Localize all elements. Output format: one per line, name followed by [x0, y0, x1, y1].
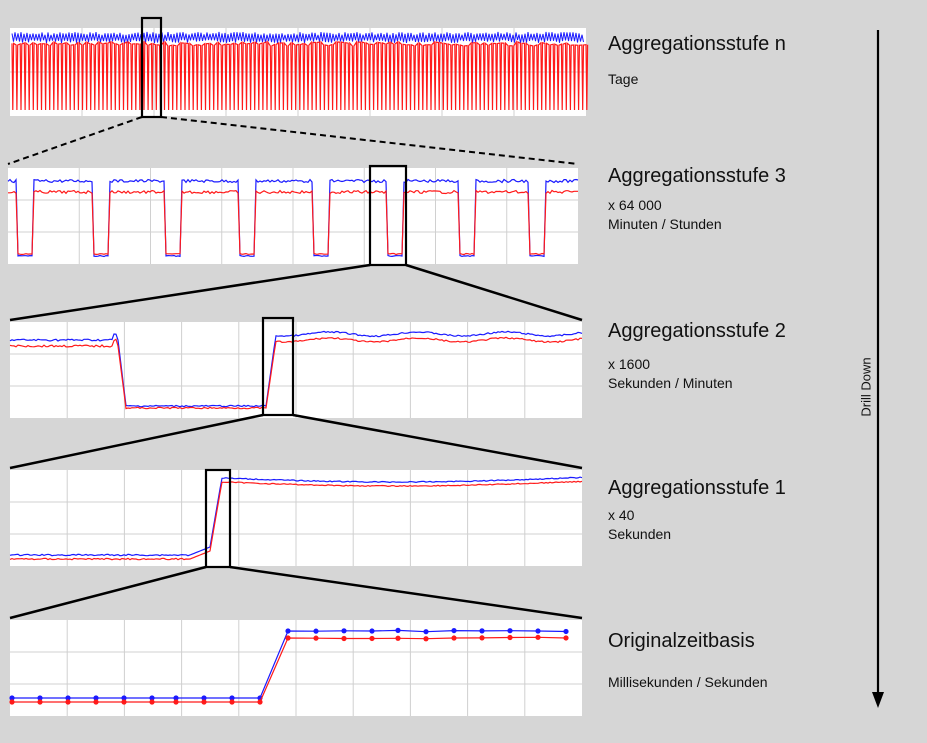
data-point [341, 635, 347, 642]
data-point [121, 699, 127, 705]
data-point [535, 634, 541, 640]
zoom-frame-3 [368, 164, 408, 267]
data-point [369, 635, 375, 642]
data-point [285, 635, 291, 641]
data-point [121, 695, 127, 701]
data-point [65, 699, 71, 705]
level-2-title: Aggregationsstufe 2 [608, 320, 786, 342]
level-n-unit: Tage [608, 71, 639, 87]
zoom-connector-right [229, 565, 583, 620]
data-point [451, 627, 457, 634]
data-point [201, 695, 207, 701]
data-point [563, 635, 569, 641]
data-point [563, 628, 569, 635]
data-point [423, 629, 429, 635]
chart-level-3 [7, 168, 579, 264]
data-point [93, 695, 99, 701]
zoom-connector-right [292, 413, 583, 470]
data-point [93, 699, 99, 705]
data-point [9, 695, 15, 701]
chart-level-n [10, 28, 589, 116]
chart-original [9, 620, 582, 716]
data-point [173, 695, 179, 701]
series-blue [9, 330, 583, 408]
series-blue [7, 178, 579, 258]
series-red [8, 189, 578, 256]
data-point [257, 699, 263, 705]
data-point [149, 699, 155, 705]
data-point [341, 628, 347, 634]
zoom-frame-n [140, 16, 163, 119]
zoom-connector-left [7, 116, 143, 165]
data-point [149, 695, 155, 701]
series-blue [11, 31, 584, 44]
series-red [11, 39, 589, 111]
level-1-title: Aggregationsstufe 1 [608, 477, 786, 499]
chart-level-1 [9, 470, 583, 566]
data-point [395, 627, 401, 633]
data-point [369, 628, 375, 634]
data-point [9, 699, 15, 705]
level-n-title: Aggregationsstufe n [608, 33, 786, 55]
data-point [229, 695, 235, 701]
data-point [423, 636, 429, 642]
drill-down-label: Drill Down [858, 357, 874, 417]
data-point [229, 699, 235, 705]
data-point [173, 699, 179, 705]
level-2-factor: x 1600 [608, 356, 651, 372]
level-3-title: Aggregationsstufe 3 [608, 165, 786, 187]
level-1-factor: x 40 [608, 507, 635, 523]
zoom-frame-1 [204, 468, 232, 569]
level-3-unit: Minuten / Stunden [608, 216, 722, 232]
chart-level-2 [9, 322, 583, 418]
data-point [37, 699, 43, 705]
zoom-connector-left [9, 263, 371, 322]
level-3-factor: x 64 000 [608, 197, 662, 213]
data-point [201, 699, 207, 705]
data-point [313, 635, 319, 641]
original-title: Originalzeitbasis [608, 630, 755, 652]
series-red [9, 336, 583, 410]
arrow-head-icon [872, 692, 884, 708]
series-blue [9, 476, 583, 557]
data-point [479, 635, 485, 641]
original-unit: Millisekunden / Sekunden [608, 674, 768, 690]
data-point [395, 635, 401, 641]
zoom-connector-right [405, 263, 583, 322]
zoom-frame-2 [261, 316, 295, 417]
data-point [65, 695, 71, 701]
zoom-connector-left [9, 413, 264, 470]
data-point [507, 628, 513, 634]
data-point [313, 628, 319, 634]
level-1-unit: Sekunden [608, 526, 672, 542]
level-2-unit: Sekunden / Minuten [608, 375, 733, 391]
data-point [37, 695, 43, 701]
data-point [507, 634, 513, 641]
series-red [9, 480, 583, 561]
data-point [451, 635, 457, 641]
data-point [535, 628, 541, 634]
data-point [479, 628, 485, 634]
data-point [285, 628, 291, 634]
zoom-connector-left [9, 565, 207, 620]
